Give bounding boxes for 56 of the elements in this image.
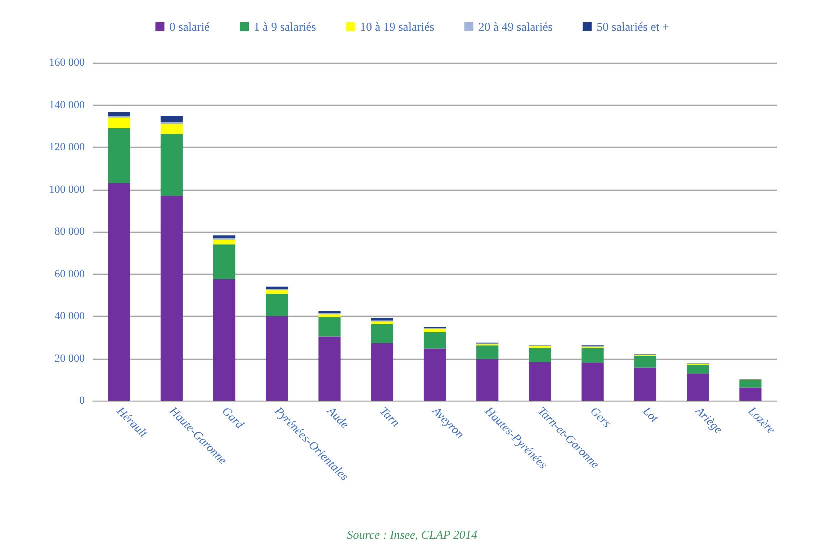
bar (160, 134, 183, 196)
y-tick-label: 80 000 (54, 226, 86, 238)
x-tick-label: Lot (640, 403, 662, 426)
bar (318, 336, 341, 401)
bar (424, 348, 446, 401)
y-tick-label: 120 000 (49, 142, 86, 154)
bar (160, 122, 183, 124)
bar (687, 365, 710, 374)
bar (108, 112, 130, 116)
bar (476, 359, 499, 401)
bar (266, 290, 288, 294)
bar (108, 118, 130, 128)
y-tick-label: 20 000 (54, 352, 86, 365)
bar (266, 294, 288, 316)
bar (371, 318, 394, 321)
bar (634, 356, 657, 368)
bar (213, 236, 236, 239)
bar (318, 311, 341, 314)
y-tick-label: 60 000 (54, 268, 86, 280)
legend-label: 50 salariés et + (596, 20, 670, 34)
bar (160, 196, 183, 401)
bar (266, 316, 288, 401)
y-tick-label: 40 000 (54, 310, 86, 322)
legend-label: 10 à 19 salariés (360, 20, 435, 34)
bar (476, 346, 499, 360)
bar (213, 240, 236, 245)
source-note: Source : Insee, CLAP 2014 (347, 528, 478, 542)
bar (213, 280, 236, 401)
bar (371, 322, 394, 324)
bar (371, 324, 394, 344)
bar (634, 368, 657, 401)
bar (160, 124, 183, 134)
bar (108, 128, 130, 184)
bar (582, 362, 604, 401)
bar (582, 348, 604, 363)
bar (318, 317, 341, 337)
x-tick-label: Tarn (377, 404, 404, 430)
bar (740, 388, 762, 401)
y-tick-label: 160 000 (49, 57, 86, 69)
bar (108, 183, 130, 401)
bar (529, 362, 552, 401)
legend-label: 20 à 49 salariés (478, 20, 554, 34)
bar (529, 348, 552, 363)
y-tick-label: 100 000 (49, 184, 86, 196)
bar (740, 380, 762, 388)
legend-label: 0 salarié (170, 20, 210, 34)
bar (687, 374, 710, 401)
y-tick-label: 140 000 (49, 99, 86, 112)
y-tick-label: 0 (80, 395, 86, 407)
legend-label: 1 à 9 salariés (254, 20, 317, 34)
bar (318, 314, 341, 318)
bar (424, 332, 446, 349)
bar (160, 116, 183, 122)
bar (213, 244, 236, 280)
bar (424, 329, 446, 333)
bar (371, 343, 394, 401)
